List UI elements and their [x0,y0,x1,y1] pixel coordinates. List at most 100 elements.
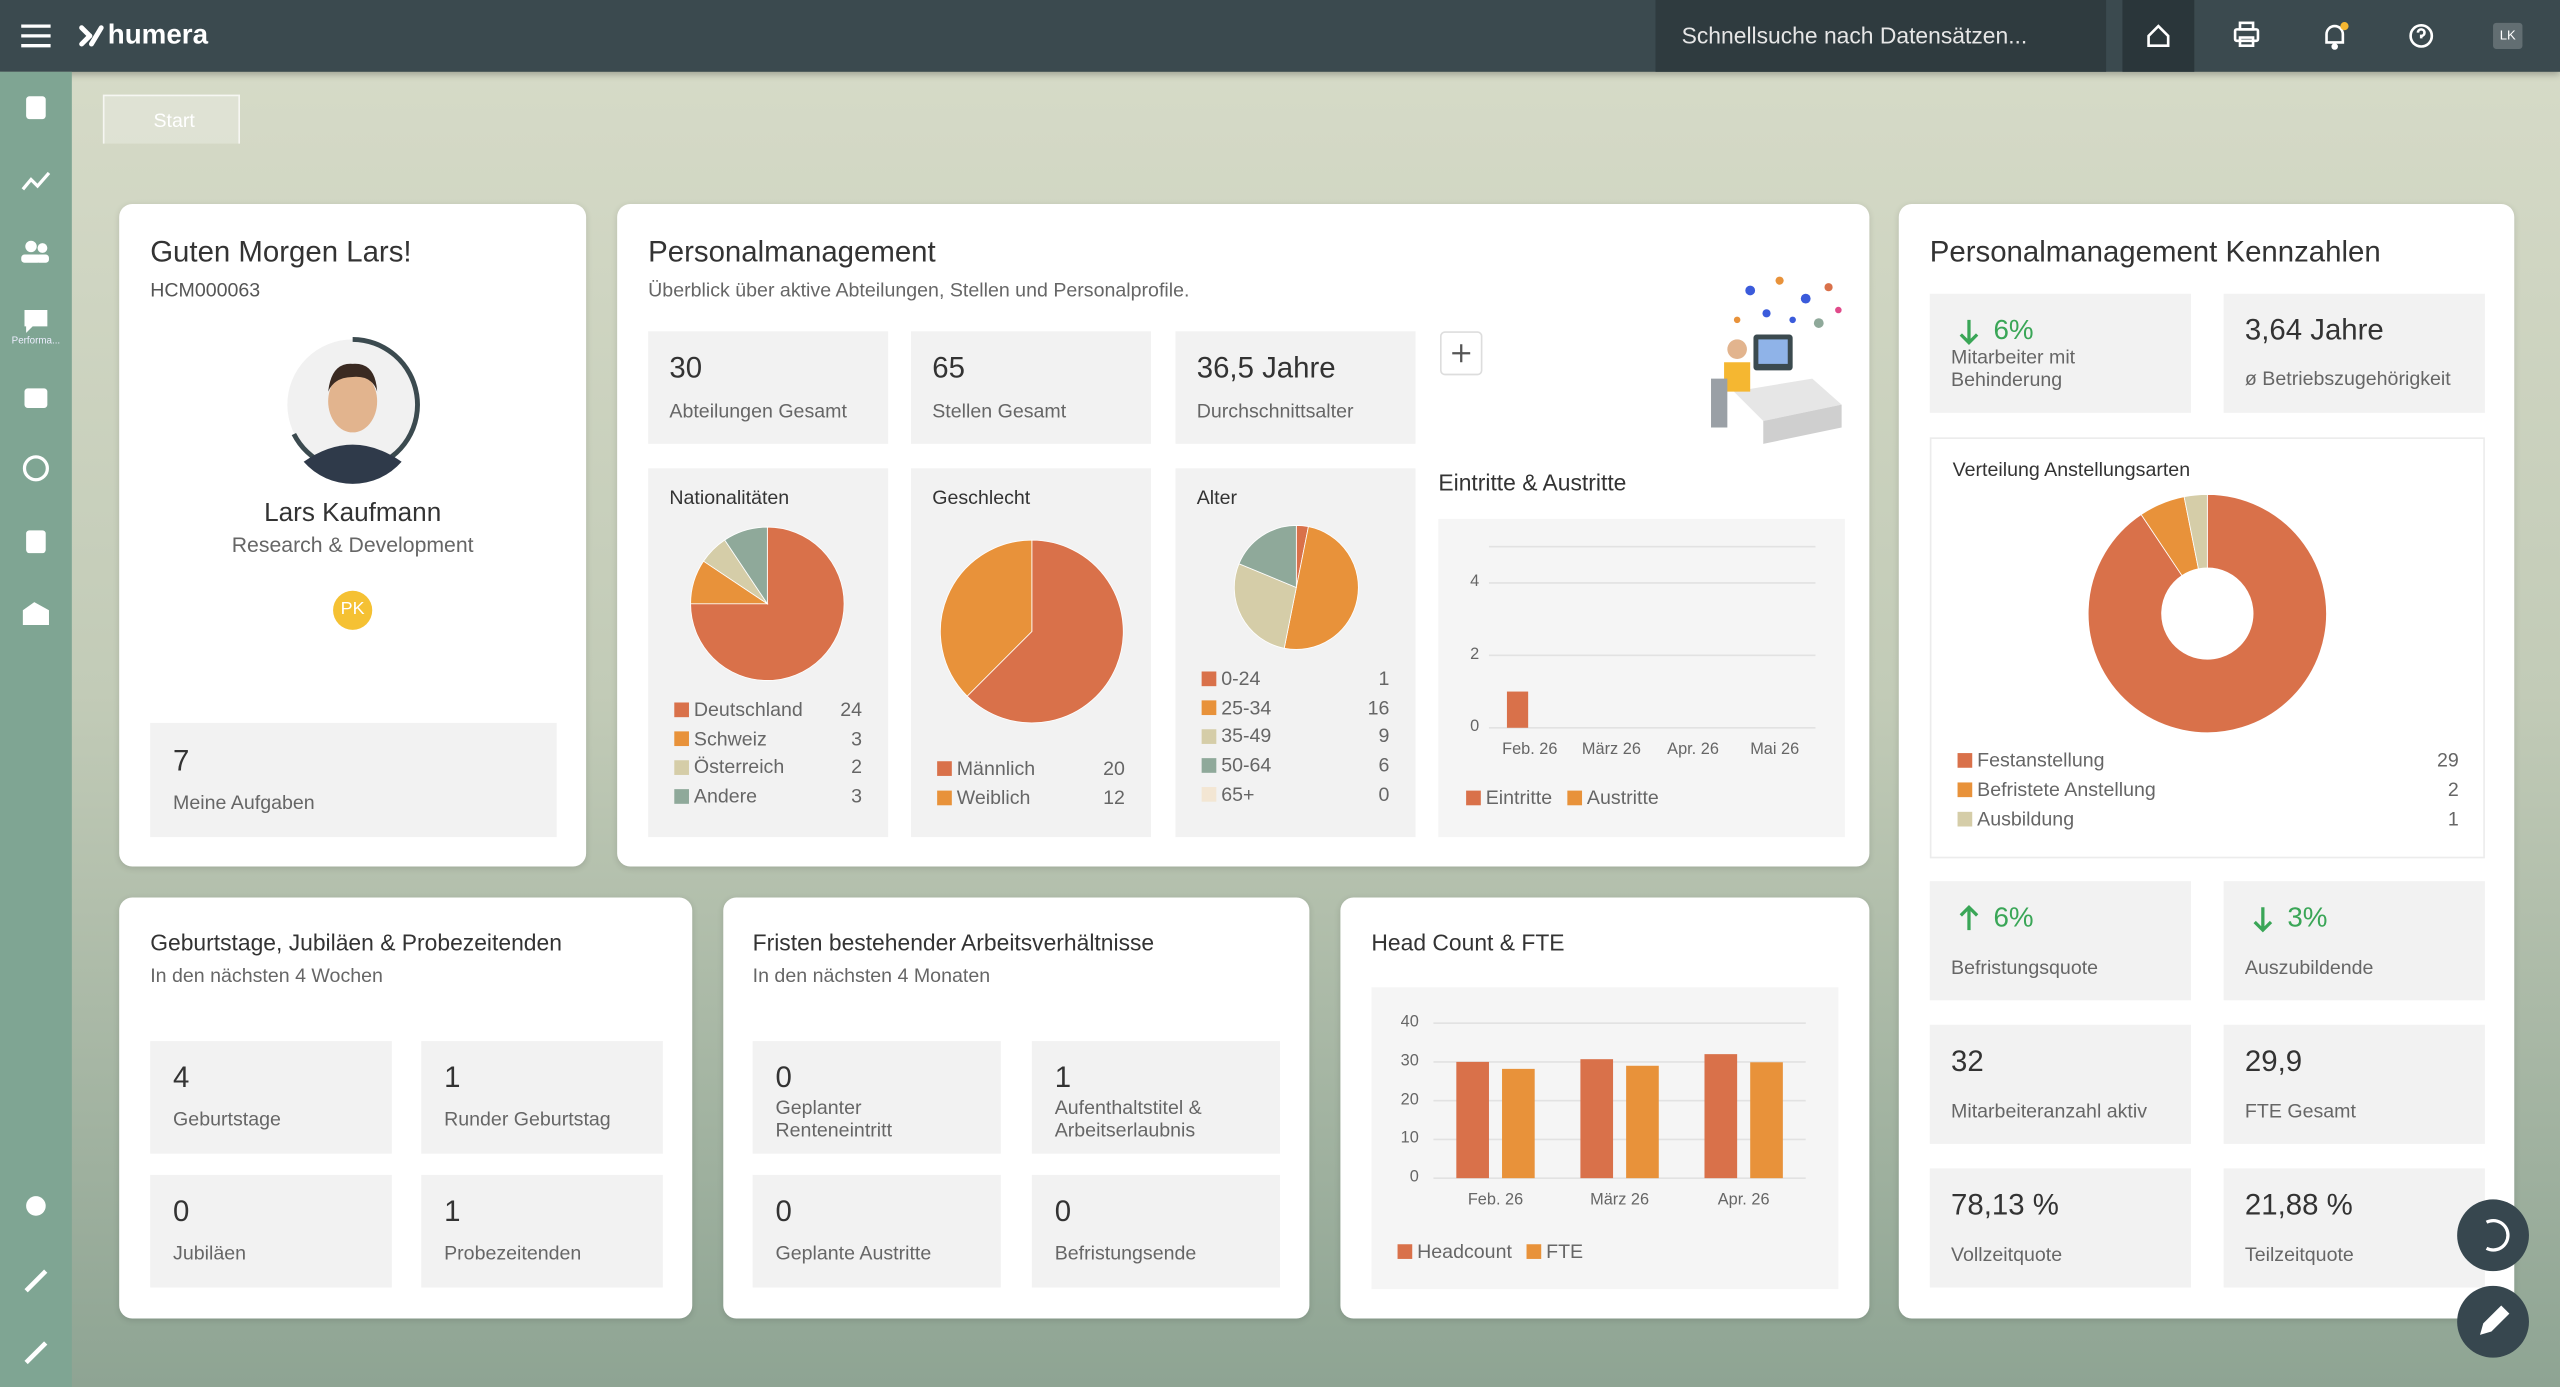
y-tick-label: 0 [1409,1168,1419,1187]
card-title: Geburtstage, Jubiläen & Probezeitenden [150,929,562,956]
chart-title: Geschlecht [932,485,1031,509]
fab-edit[interactable] [2457,1285,2529,1358]
legend-label: Weiblich [956,786,1031,810]
avatar-initials[interactable]: LK [2499,28,2516,43]
legend-label: Eintritte [1485,786,1553,810]
chart-title: Alter [1196,485,1238,509]
legend-label: Austritte [1586,786,1659,810]
nav-icon[interactable] [24,388,48,408]
sidebar-icons [21,96,51,1365]
legend-value: 3 [851,784,863,808]
kpi-box [1031,1041,1280,1154]
avatar-box[interactable] [2493,22,2523,49]
badge-label: PK [340,599,365,620]
print-icon[interactable] [2233,21,2260,47]
legend-value: 6 [1378,753,1390,777]
kpi-value: 7 [173,744,190,778]
legend-label: Headcount [1417,1239,1512,1263]
bar [1506,691,1529,728]
kpi-label: Befristungsquote [1951,955,2099,979]
kpi-value: 1 [444,1194,461,1228]
legend-label: Befristete Anstellung [1977,778,2156,801]
legend-value: 2 [851,755,863,779]
legend-swatch [1526,1244,1542,1259]
kpi-value: 6% [1993,902,2034,934]
y-tick-label: 20 [1400,1090,1419,1109]
kpi-value: 21,88 % [2244,1188,2353,1221]
illustration [1711,276,1842,444]
legend-label: 0-24 [1221,667,1261,690]
legend-swatch [674,760,689,775]
kpi-value: 1 [1054,1061,1072,1094]
legend-swatch [1201,787,1217,802]
chart-title: Eintritte & Austritte [1438,469,1627,496]
legend-value: 24 [840,698,863,721]
kpi-value: 0 [775,1194,792,1228]
nav-icon[interactable] [24,310,48,333]
x-tick-label: Feb. 26 [1467,1191,1524,1210]
search-box[interactable] [1655,0,2107,72]
home-button[interactable] [2122,0,2195,72]
brand: humera [107,19,209,51]
y-tick-label: 40 [1400,1013,1419,1032]
x-tick-label: Mai 26 [1750,740,1800,759]
x-tick-label: Feb. 26 [1502,740,1558,759]
card-title: Guten Morgen Lars! [150,235,412,268]
legend-swatch [1201,671,1217,687]
nav-icon[interactable] [22,602,49,625]
help-icon[interactable] [2409,23,2434,48]
search-placeholder[interactable]: Schnellsuche nach Datensätzen... [1681,22,2028,49]
legend-swatch [1957,753,1973,768]
legend-value: 16 [1367,695,1390,719]
settings-icon[interactable] [26,1196,46,1216]
bar [1750,1062,1783,1179]
legend-swatch [674,731,689,747]
nav-icon[interactable] [21,171,51,191]
tab[interactable] [102,94,240,144]
nav-icon[interactable] [22,455,49,482]
brush-icon[interactable] [24,1269,48,1293]
legend-swatch [1567,790,1583,806]
trend-arrow [1959,904,1979,931]
fab-refresh[interactable] [2457,1199,2529,1272]
employee-id: HCM000063 [150,278,261,302]
kpi-label: Probezeitenden [444,1241,582,1265]
bar [1502,1068,1535,1179]
kpi-label: Geburtstage [173,1107,281,1131]
card-subtitle: In den nächsten 4 Wochen [150,964,383,987]
y-tick-label: 2 [1470,645,1480,664]
nav-label: Performa... [11,336,61,347]
nav-icon[interactable] [26,96,46,120]
pie-slice [724,526,768,606]
y-tick-label: 4 [1470,573,1480,592]
kpi-box [752,1041,1001,1154]
tools-icon[interactable] [24,1341,48,1365]
kpi-value: 6% [1993,314,2034,346]
legend-swatch [1957,811,1973,827]
kpi-box [911,331,1152,444]
bell-icon[interactable] [2325,22,2349,50]
kpi-value: 78,13 % [1951,1188,2059,1221]
nav-icon[interactable] [21,240,49,263]
legend-label: Österreich [693,755,785,779]
tasks-box[interactable] [150,722,557,838]
menu-icon[interactable] [21,24,51,48]
kpi-box [150,1174,392,1288]
legend-swatch [1397,1244,1413,1259]
legend-swatch [674,702,689,718]
kpi-label: Abteilungen Gesamt [669,399,847,423]
card-subtitle: In den nächsten 4 Monaten [752,964,991,987]
home-icon[interactable] [2147,24,2170,47]
nav-icon[interactable] [26,530,46,554]
chart-box [1438,518,1845,838]
kpi-value: 32 [1951,1044,1984,1078]
kpi-label: Geplanter Renteneintritt [775,1095,893,1143]
y-tick-label: 0 [1470,717,1480,736]
legend-swatch [1957,782,1973,798]
kpi-label: Vollzeitquote [1951,1243,2063,1266]
tab-label[interactable]: Start [153,109,195,132]
bar [1456,1061,1489,1179]
kpi-label: Runder Geburtstag [444,1107,611,1131]
kpi-value: 0 [775,1061,792,1094]
